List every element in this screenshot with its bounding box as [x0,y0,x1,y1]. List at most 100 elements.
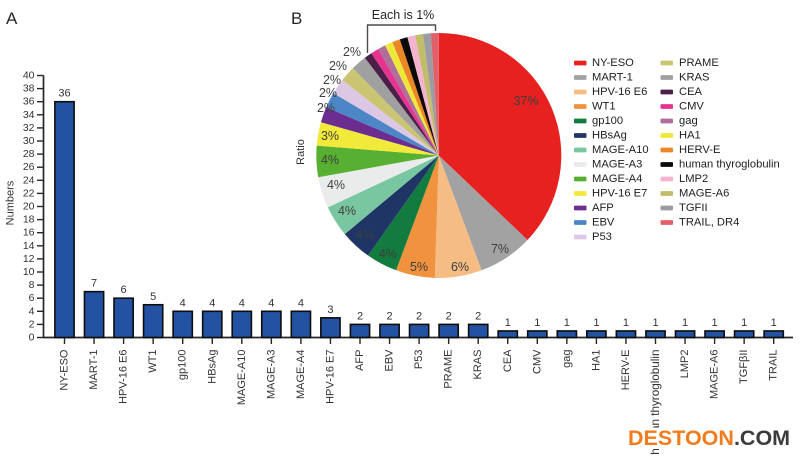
svg-text:4%: 4% [321,153,339,167]
svg-text:AFP: AFP [592,202,614,214]
svg-text:4: 4 [298,297,304,309]
svg-text:37%: 37% [513,94,538,108]
svg-text:PRAME: PRAME [679,57,719,69]
svg-text:MAGE-A6: MAGE-A6 [679,188,729,200]
svg-text:NY-ESO: NY-ESO [59,349,71,391]
svg-text:4%: 4% [379,247,397,261]
svg-text:gp100: gp100 [177,350,189,381]
svg-text:0: 0 [29,332,35,344]
svg-text:HPV-16 E6: HPV-16 E6 [592,86,647,98]
svg-text:5: 5 [150,291,156,303]
svg-text:TGFβII: TGFβII [738,350,750,384]
svg-text:KRAS: KRAS [679,72,709,84]
svg-text:MAGE-A3: MAGE-A3 [265,350,277,400]
svg-text:14: 14 [23,240,35,252]
svg-text:CMV: CMV [679,101,704,113]
svg-text:AFP: AFP [354,350,366,371]
svg-text:gag: gag [679,115,698,127]
svg-text:MAGE-A10: MAGE-A10 [592,144,649,156]
svg-text:TGFII: TGFII [679,202,708,214]
svg-text:6%: 6% [451,260,469,274]
svg-text:MAGE-A4: MAGE-A4 [592,173,642,185]
svg-text:DESTOON.COM: DESTOON.COM [628,426,790,450]
svg-text:WT1: WT1 [147,350,159,373]
svg-text:MAGE-A3: MAGE-A3 [592,159,642,171]
svg-text:4: 4 [209,297,215,309]
svg-text:HPV-16 E7: HPV-16 E7 [324,350,336,404]
svg-text:16: 16 [23,227,35,239]
svg-text:2%: 2% [319,86,337,100]
svg-text:1: 1 [593,317,599,329]
svg-text:10: 10 [23,266,35,278]
svg-text:2: 2 [475,310,481,322]
svg-text:1: 1 [682,317,688,329]
svg-text:4%: 4% [356,228,374,242]
svg-text:6: 6 [29,292,35,304]
svg-text:LMP2: LMP2 [679,350,691,379]
svg-text:8: 8 [29,279,35,291]
svg-text:HPV-16 E7: HPV-16 E7 [592,188,647,200]
svg-text:18: 18 [23,214,35,226]
svg-text:22: 22 [23,187,35,199]
svg-text:3: 3 [327,304,333,316]
svg-text:LMP2: LMP2 [679,173,708,185]
svg-text:P53: P53 [413,350,425,370]
svg-text:MAGE-A6: MAGE-A6 [709,350,721,400]
svg-text:4: 4 [268,297,274,309]
svg-text:EBV: EBV [384,349,396,372]
svg-text:TRAIL, DR4: TRAIL, DR4 [679,217,739,229]
svg-text:2: 2 [357,310,363,322]
svg-text:7%: 7% [491,242,509,256]
svg-text:WT1: WT1 [592,101,616,113]
svg-text:A: A [6,9,18,28]
svg-text:6: 6 [121,284,127,296]
svg-text:1: 1 [623,317,629,329]
svg-text:34: 34 [23,109,35,121]
svg-text:MAGE-A4: MAGE-A4 [295,350,307,400]
svg-text:2%: 2% [343,45,361,59]
svg-text:MAGE-A10: MAGE-A10 [236,350,248,406]
svg-text:4: 4 [180,297,186,309]
svg-text:2%: 2% [329,59,347,73]
svg-text:2: 2 [416,310,422,322]
svg-text:2%: 2% [317,101,335,115]
svg-text:HERV-E: HERV-E [679,144,720,156]
svg-text:4%: 4% [327,178,345,192]
svg-text:HPV-16 E6: HPV-16 E6 [118,350,130,404]
svg-text:4: 4 [239,297,245,309]
svg-text:40: 40 [23,70,35,82]
svg-text:5%: 5% [410,260,428,274]
svg-text:gp100: gp100 [592,115,623,127]
svg-text:36: 36 [23,96,35,108]
svg-text:24: 24 [23,174,35,186]
svg-text:36: 36 [58,88,70,100]
svg-text:Ratio: Ratio [295,139,307,165]
svg-text:20: 20 [23,201,35,213]
svg-text:30: 30 [23,135,35,147]
svg-text:32: 32 [23,122,35,134]
svg-text:Numbers: Numbers [5,180,17,225]
svg-text:EBV: EBV [592,217,615,229]
svg-text:1: 1 [652,317,658,329]
svg-text:CMV: CMV [531,349,543,374]
svg-text:gag: gag [561,350,573,368]
svg-text:HBsAg: HBsAg [592,130,627,142]
svg-text:3%: 3% [321,129,339,143]
svg-text:12: 12 [23,253,35,265]
svg-text:CEA: CEA [502,349,514,372]
svg-text:KRAS: KRAS [472,350,484,380]
svg-text:CEA: CEA [679,86,703,98]
svg-text:HERV-E: HERV-E [620,350,632,391]
svg-text:2: 2 [29,318,35,330]
svg-text:1: 1 [564,317,570,329]
svg-text:1: 1 [534,317,540,329]
svg-text:human thyroglobulin: human thyroglobulin [679,159,780,171]
svg-text:HA1: HA1 [679,130,701,142]
svg-text:1: 1 [712,317,718,329]
svg-text:human thyroglobulin: human thyroglobulin [649,350,662,455]
svg-text:26: 26 [23,161,35,173]
svg-text:HBsAg: HBsAg [206,350,218,384]
svg-text:2%: 2% [323,73,341,87]
svg-text:4: 4 [29,305,35,317]
svg-text:4%: 4% [338,204,356,218]
